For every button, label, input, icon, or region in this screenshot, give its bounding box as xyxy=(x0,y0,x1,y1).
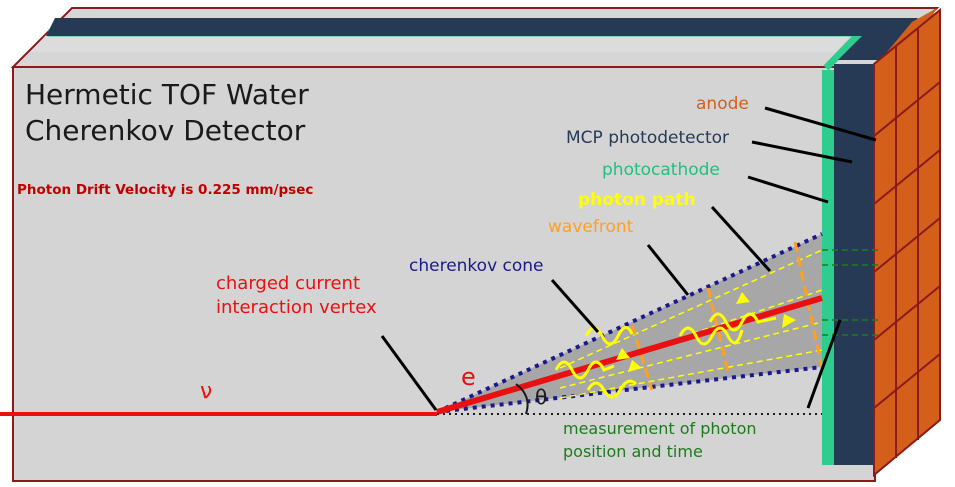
vertex-label-line1: charged current xyxy=(216,273,360,294)
photon-arrowheads xyxy=(616,292,796,372)
title-line2: Cherenkov Detector xyxy=(25,114,306,147)
mcp-label: MCP photodetector xyxy=(566,128,729,148)
photocathode-wall xyxy=(822,70,834,465)
neutrino-label: ν xyxy=(200,379,212,404)
drift-velocity-note: Photon Drift Velocity is 0.225 mm/psec xyxy=(17,182,313,198)
measurement-label-line1: measurement of photon xyxy=(563,419,757,438)
tank-top-inner xyxy=(30,33,852,52)
vertex-label-line2: interaction vertex xyxy=(216,297,377,318)
title-line1: Hermetic TOF Water xyxy=(25,78,309,111)
wavefront-label: wavefront xyxy=(548,217,634,237)
theta-label: θ xyxy=(535,385,547,409)
theta-arc xyxy=(515,383,529,415)
photocathode-label: photocathode xyxy=(602,160,720,180)
cone-lower-edge xyxy=(436,365,823,414)
photon-path-label: photon path xyxy=(578,190,696,210)
cherenkov-cone-label: cherenkov cone xyxy=(409,256,544,276)
electron-label: e xyxy=(461,363,476,391)
anode-label: anode xyxy=(696,94,749,114)
anode-wall xyxy=(873,7,941,478)
leader-lines xyxy=(380,106,877,411)
electron-track xyxy=(436,295,823,415)
cone-upper-edge xyxy=(436,232,823,414)
measurement-label-line2: position and time xyxy=(563,442,703,461)
mcp-top xyxy=(46,18,918,60)
